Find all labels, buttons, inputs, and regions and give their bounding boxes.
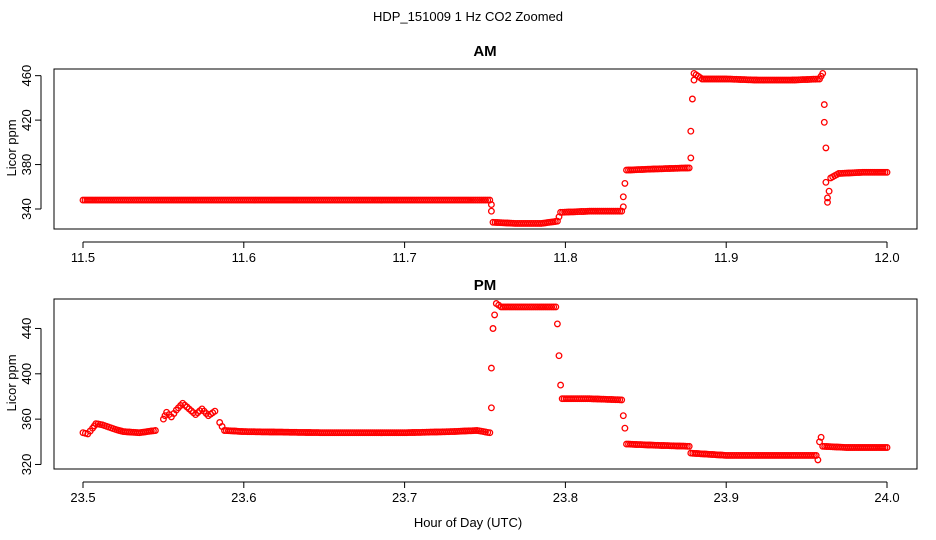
am-data-point bbox=[819, 69, 827, 77]
am-data-point bbox=[688, 95, 696, 103]
x-axis-label: Hour of Day (UTC) bbox=[414, 515, 522, 530]
am-data-point bbox=[820, 101, 828, 109]
am-x-tick-label: 11.7 bbox=[392, 250, 416, 265]
panel-pm-title: PM bbox=[474, 277, 497, 294]
panel-pm: PM Licor ppm 23.5 23.6 23.7 23.8 23.9 24.0 32… bbox=[4, 277, 918, 505]
am-y-tick-label: 460 bbox=[19, 65, 34, 87]
panel-pm-y-axis: 320 360 400 440 bbox=[19, 318, 42, 476]
pm-data-point bbox=[814, 456, 822, 464]
pm-x-tick-label: 23.6 bbox=[231, 490, 256, 505]
pm-x-tick-label: 23.9 bbox=[714, 490, 739, 505]
am-y-tick-label: 420 bbox=[19, 109, 34, 131]
panel-am-y-axis: 340 380 420 460 bbox=[19, 65, 42, 220]
am-data-point bbox=[473, 196, 481, 204]
panel-pm-ylabel: Licor ppm bbox=[4, 354, 19, 411]
pm-data-point bbox=[151, 427, 159, 434]
panel-pm-frame bbox=[53, 298, 918, 470]
am-x-tick-label: 11.8 bbox=[553, 250, 577, 265]
am-y-tick-label: 380 bbox=[19, 154, 34, 176]
am-data-point bbox=[471, 196, 479, 204]
am-x-tick-label: 11.6 bbox=[232, 250, 256, 265]
am-data-point bbox=[822, 178, 830, 186]
pm-y-tick-label: 400 bbox=[19, 363, 34, 385]
am-x-tick-label: 12.0 bbox=[874, 250, 899, 265]
am-data-point bbox=[553, 217, 561, 225]
pm-data-point bbox=[486, 429, 494, 437]
pm-data-point bbox=[491, 311, 499, 319]
panel-am-x-axis: 11.5 11.6 11.7 11.8 11.9 12.0 bbox=[71, 241, 900, 265]
am-data-point bbox=[469, 196, 477, 204]
panel-pm-x-axis: 23.5 23.6 23.7 23.8 23.9 24.0 bbox=[70, 481, 900, 505]
pm-x-tick-label: 23.8 bbox=[553, 490, 578, 505]
pm-data-point bbox=[487, 364, 495, 372]
am-data-point bbox=[487, 201, 495, 209]
panel-am-frame bbox=[53, 68, 918, 230]
am-data-point bbox=[825, 187, 833, 195]
am-data-point bbox=[824, 194, 831, 202]
pm-y-tick-label: 440 bbox=[19, 318, 34, 340]
pm-data-point bbox=[211, 407, 219, 415]
am-data-point bbox=[687, 127, 695, 135]
pm-x-tick-label: 23.7 bbox=[392, 490, 417, 505]
am-data-point bbox=[619, 203, 627, 211]
panel-am: AM Licor ppm 11.5 11.6 11.7 11.8 11.9 12.0 34… bbox=[4, 43, 918, 265]
pm-data-point bbox=[550, 303, 558, 311]
am-data-point bbox=[487, 207, 495, 215]
pm-data-point bbox=[552, 303, 560, 311]
panel-am-points bbox=[79, 69, 891, 227]
panel-am-ylabel: Licor ppm bbox=[4, 119, 19, 176]
am-data-point bbox=[820, 118, 828, 126]
pm-y-tick-label: 360 bbox=[19, 408, 34, 430]
pm-data-point bbox=[553, 320, 561, 328]
pm-data-point bbox=[618, 396, 626, 404]
am-data-point bbox=[822, 144, 830, 152]
pm-data-point bbox=[621, 424, 629, 432]
pm-data-point bbox=[817, 433, 825, 441]
pm-data-point bbox=[489, 325, 497, 332]
am-data-point bbox=[484, 196, 492, 204]
am-data-point bbox=[621, 179, 629, 187]
pm-data-point bbox=[555, 352, 563, 360]
am-data-point bbox=[482, 196, 490, 204]
pm-data-point bbox=[619, 412, 627, 420]
am-data-point bbox=[467, 196, 475, 204]
pm-data-point bbox=[883, 444, 891, 451]
pm-data-point bbox=[487, 404, 495, 412]
pm-x-tick-label: 24.0 bbox=[874, 490, 899, 505]
pm-data-point bbox=[159, 415, 167, 423]
pm-x-tick-label: 23.5 bbox=[70, 490, 95, 505]
am-y-tick-label: 340 bbox=[19, 198, 34, 220]
am-data-point bbox=[687, 154, 695, 162]
am-x-tick-label: 11.5 bbox=[71, 250, 95, 265]
pm-data-point bbox=[557, 381, 565, 389]
pm-y-tick-label: 320 bbox=[19, 454, 34, 476]
figure-title: HDP_151009 1 Hz CO2 Zoomed bbox=[373, 9, 563, 24]
am-x-tick-label: 11.9 bbox=[714, 250, 738, 265]
am-data-point bbox=[465, 196, 473, 204]
am-data-point bbox=[685, 164, 693, 172]
pm-data-point bbox=[685, 442, 693, 450]
am-data-point bbox=[883, 168, 891, 176]
panel-am-title: AM bbox=[473, 43, 496, 60]
am-data-point bbox=[824, 198, 831, 206]
am-data-point bbox=[619, 193, 627, 201]
pm-data-point bbox=[161, 412, 169, 420]
panel-pm-points bbox=[79, 300, 891, 464]
am-data-point bbox=[618, 207, 626, 215]
